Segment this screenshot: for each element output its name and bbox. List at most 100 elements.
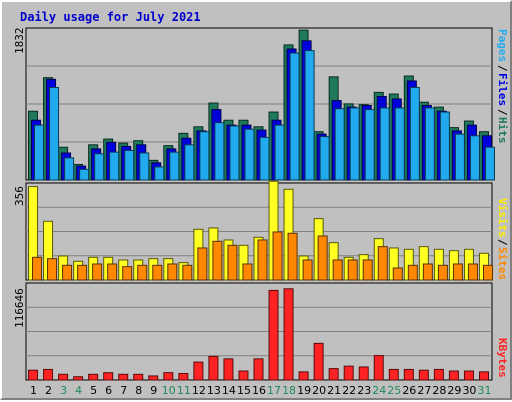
x-tick-label-day-8: 8 [135, 384, 142, 397]
bar-pages-day-15 [244, 128, 255, 181]
bar-sites-day-23 [362, 259, 373, 281]
bar-pages-day-3 [64, 157, 75, 181]
x-tick-label-day-10: 10 [162, 384, 176, 397]
bar-sites-day-16 [257, 239, 268, 281]
x-tick-label-day-15: 15 [237, 384, 251, 397]
bar-kbytes-day-17 [268, 289, 279, 381]
bar-pages-day-24 [379, 107, 390, 181]
bar-sites-day-24 [377, 246, 388, 281]
bar-kbytes-day-10 [163, 372, 174, 381]
bar-sites-day-31 [482, 264, 493, 281]
bar-pages-day-21 [334, 108, 345, 181]
x-tick-label-day-14: 14 [222, 384, 236, 397]
bar-kbytes-day-31 [478, 371, 489, 381]
x-tick-label-day-3: 3 [60, 384, 67, 397]
x-tick-label-day-11: 11 [177, 384, 191, 397]
bar-sites-day-22 [347, 259, 358, 281]
x-tick-label-day-27: 27 [417, 384, 431, 397]
bar-pages-day-29 [454, 133, 465, 181]
bar-kbytes-day-18 [283, 288, 294, 381]
bar-kbytes-day-26 [403, 368, 414, 381]
bar-kbytes-day-16 [253, 358, 264, 381]
bar-kbytes-day-27 [418, 369, 429, 381]
bar-kbytes-day-24 [373, 355, 384, 381]
bar-kbytes-day-25 [388, 368, 399, 381]
bar-pages-day-27 [424, 107, 435, 181]
x-tick-label-day-24: 24 [372, 384, 386, 397]
x-tick-label-day-2: 2 [45, 384, 52, 397]
bar-kbytes-day-21 [328, 368, 339, 381]
bar-pages-day-10 [169, 151, 180, 181]
bar-kbytes-day-11 [178, 372, 189, 381]
bar-kbytes-day-5 [88, 373, 99, 381]
bar-sites-day-3 [62, 264, 73, 281]
bar-pages-day-1 [34, 124, 45, 181]
bar-sites-day-18 [287, 232, 298, 281]
x-tick-label-day-1: 1 [30, 384, 37, 397]
bar-pages-day-22 [349, 107, 360, 181]
bar-sites-day-2 [47, 258, 58, 281]
x-tick-label-day-7: 7 [120, 384, 127, 397]
bar-sites-day-13 [212, 240, 223, 281]
x-tick-label-day-23: 23 [357, 384, 371, 397]
bar-pages-day-26 [409, 86, 420, 181]
bar-pages-day-6 [109, 151, 120, 181]
bar-sites-day-14 [227, 244, 238, 281]
bar-sites-day-4 [77, 264, 88, 281]
x-tick-label-day-13: 13 [207, 384, 221, 397]
x-tick-label-day-20: 20 [312, 384, 326, 397]
bar-kbytes-day-8 [133, 373, 144, 381]
x-tick-label-day-4: 4 [75, 384, 82, 397]
bar-sites-day-8 [137, 264, 148, 281]
bar-kbytes-day-12 [193, 361, 204, 381]
bar-sites-day-9 [152, 264, 163, 281]
bar-sites-day-30 [467, 263, 478, 281]
bar-pages-day-11 [184, 144, 195, 181]
bar-pages-day-13 [214, 122, 225, 181]
bar-sites-day-29 [452, 263, 463, 281]
bar-pages-day-30 [469, 135, 480, 181]
bar-sites-day-28 [437, 264, 448, 281]
bar-pages-day-20 [319, 136, 330, 181]
bar-kbytes-day-30 [463, 370, 474, 381]
bar-sites-day-19 [302, 259, 313, 281]
bar-kbytes-day-13 [208, 355, 219, 381]
x-tick-label-day-12: 12 [192, 384, 206, 397]
chart-title: Daily usage for July 2021 [20, 10, 201, 24]
bar-pages-day-17 [274, 124, 285, 181]
bar-pages-day-23 [364, 109, 375, 181]
bar-kbytes-day-9 [148, 375, 159, 381]
bar-kbytes-day-14 [223, 358, 234, 381]
bar-sites-day-5 [92, 263, 103, 281]
bar-kbytes-day-28 [433, 368, 444, 381]
bar-pages-day-16 [259, 136, 270, 181]
x-tick-label-day-28: 28 [432, 384, 446, 397]
bar-pages-day-8 [139, 152, 150, 181]
x-tick-label-day-22: 22 [342, 384, 356, 397]
bar-kbytes-day-23 [358, 366, 369, 381]
x-tick-label-day-21: 21 [327, 384, 341, 397]
bar-sites-day-6 [107, 263, 118, 281]
x-tick-label-day-5: 5 [90, 384, 97, 397]
bar-sites-day-27 [422, 263, 433, 281]
bar-sites-day-11 [182, 264, 193, 281]
bar-sites-day-17 [272, 231, 283, 281]
bar-kbytes-day-19 [298, 371, 309, 381]
bar-pages-day-25 [394, 107, 405, 181]
bar-pages-day-18 [289, 52, 300, 181]
bar-sites-day-26 [407, 264, 418, 281]
bar-pages-day-19 [304, 50, 315, 181]
bar-pages-day-12 [199, 131, 210, 181]
bar-kbytes-day-20 [313, 342, 324, 381]
x-tick-label-day-25: 25 [387, 384, 401, 397]
x-tick-label-day-16: 16 [252, 384, 266, 397]
bar-kbytes-day-2 [43, 368, 54, 381]
bar-pages-day-2 [49, 86, 60, 181]
x-tick-label-day-29: 29 [447, 384, 461, 397]
bar-pages-day-4 [79, 168, 90, 181]
x-tick-label-day-18: 18 [282, 384, 296, 397]
bar-pages-day-5 [94, 153, 105, 181]
bar-kbytes-day-29 [448, 370, 459, 381]
x-tick-label-day-30: 30 [462, 384, 476, 397]
